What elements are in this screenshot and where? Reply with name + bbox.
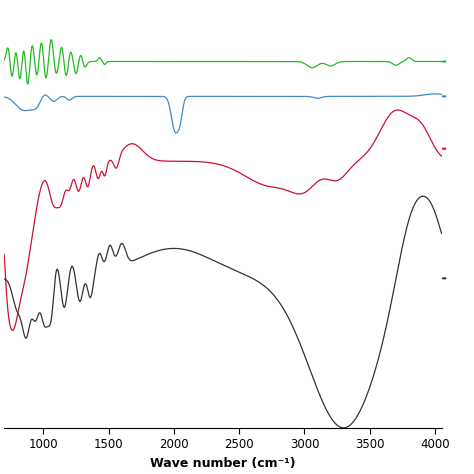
X-axis label: Wave number (cm⁻¹): Wave number (cm⁻¹) xyxy=(150,457,296,470)
